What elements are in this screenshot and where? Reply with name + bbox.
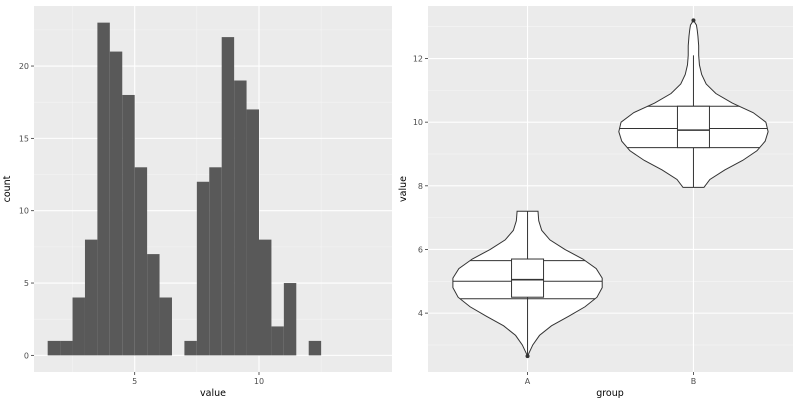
y-tick-label: 8 <box>418 182 423 191</box>
violins <box>452 18 769 359</box>
histogram-bar <box>97 22 110 356</box>
histogram-bar <box>271 326 284 356</box>
outlier-point <box>691 18 696 23</box>
histogram-bar <box>234 80 247 356</box>
histogram-bar <box>147 254 160 356</box>
histogram-bar <box>209 167 222 356</box>
histogram-x-axis: 5 10 <box>132 372 264 386</box>
histogram-y-axis: 0 5 10 15 20 <box>19 62 34 360</box>
y-tick-label: 4 <box>418 309 423 318</box>
histogram-bar <box>308 340 322 356</box>
y-tick-label: 0 <box>24 351 29 360</box>
violin-x-axis-title: group <box>596 388 624 399</box>
histogram-bar <box>134 167 148 356</box>
histogram-x-axis-title: value <box>200 388 226 399</box>
violin-B <box>618 18 769 188</box>
histogram-bar <box>84 239 98 356</box>
y-tick-label: 6 <box>418 245 423 254</box>
histogram-bar <box>246 109 259 356</box>
histogram-bars <box>47 22 322 356</box>
box-iqr <box>511 258 545 298</box>
y-tick-label: 5 <box>24 279 29 288</box>
outlier-point <box>525 354 530 359</box>
histogram-bar <box>122 94 135 356</box>
histogram-bar <box>159 297 172 356</box>
violin-plot-area <box>428 6 793 372</box>
histogram-bar <box>47 340 61 356</box>
y-tick-label: 15 <box>19 134 29 143</box>
histogram-bar <box>184 340 197 356</box>
histogram-bar <box>72 297 85 356</box>
histogram-bar <box>196 181 210 356</box>
y-tick-label: 10 <box>413 118 423 127</box>
x-tick-label: B <box>691 377 697 386</box>
box-iqr <box>676 105 710 149</box>
histogram-bar <box>283 283 297 356</box>
histogram-y-axis-title: count <box>2 175 13 202</box>
y-tick-label: 12 <box>413 55 423 64</box>
x-tick-label: A <box>525 377 531 386</box>
histogram-bar <box>109 51 123 356</box>
violin-y-axis: 4 6 8 10 12 <box>413 55 428 318</box>
y-tick-label: 10 <box>19 207 29 216</box>
histogram-bar <box>60 340 73 356</box>
x-tick-label: 10 <box>254 377 264 386</box>
x-tick-label: 5 <box>132 377 137 386</box>
histogram-bar <box>258 239 272 356</box>
histogram-bar <box>221 37 235 356</box>
violin-A <box>452 210 603 359</box>
y-tick-label: 20 <box>19 62 29 71</box>
histogram-panel: 5 10 0 5 10 15 20 value count <box>2 6 392 399</box>
violin-y-axis-title: value <box>398 176 409 202</box>
